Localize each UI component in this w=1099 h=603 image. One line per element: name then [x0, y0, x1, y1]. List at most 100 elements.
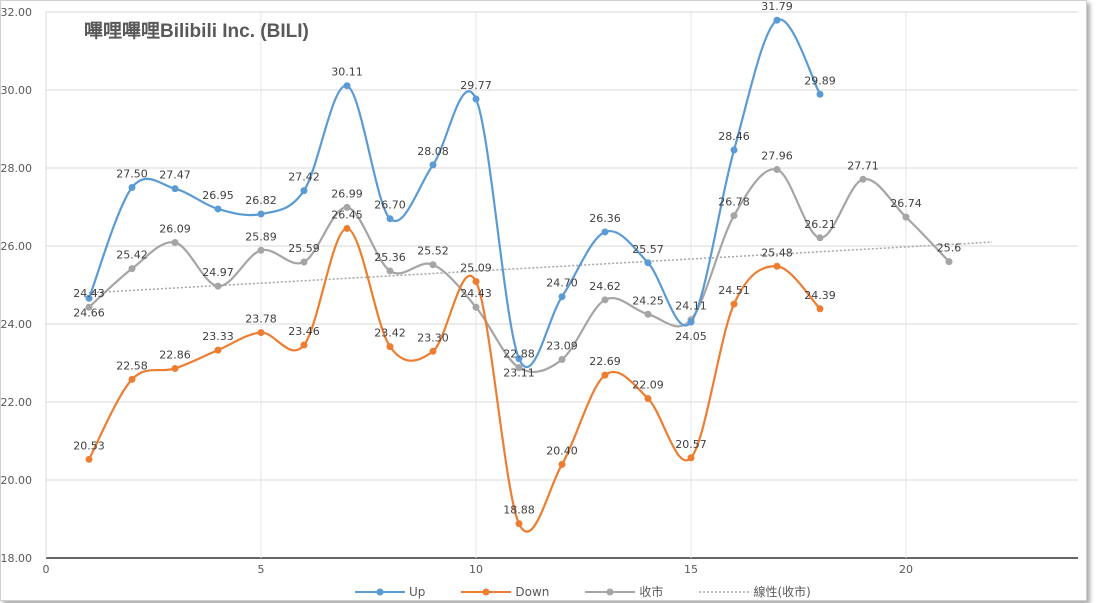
x-tick-label: 15 — [684, 563, 698, 576]
y-tick-label: 18.00 — [1, 552, 33, 565]
data-label: 27.42 — [288, 171, 320, 184]
data-label: 26.82 — [245, 194, 277, 207]
x-tick-label: 20 — [899, 563, 913, 576]
legend-label: 收市 — [639, 585, 664, 599]
data-point — [902, 213, 910, 221]
data-label: 22.88 — [503, 348, 535, 361]
data-point — [859, 175, 867, 183]
data-label: 30.11 — [331, 66, 363, 79]
data-point — [472, 95, 480, 103]
data-label: 25.48 — [761, 246, 793, 259]
data-label: 24.97 — [202, 266, 234, 279]
data-label: 24.66 — [73, 306, 105, 319]
data-label: 28.08 — [417, 145, 449, 158]
data-label: 26.09 — [159, 222, 191, 235]
data-label: 25.42 — [116, 249, 148, 262]
data-point — [773, 262, 781, 270]
data-point — [128, 265, 136, 273]
data-point — [386, 267, 394, 275]
data-label: 31.79 — [761, 0, 793, 13]
data-label: 29.77 — [460, 79, 492, 92]
data-label: 29.89 — [804, 74, 836, 87]
data-point — [429, 347, 437, 355]
data-point — [730, 212, 738, 220]
data-label: 26.99 — [331, 187, 363, 200]
data-point — [730, 146, 738, 154]
data-label: 25.59 — [288, 242, 320, 255]
data-label: 24.39 — [804, 289, 836, 302]
legend-item-trendline[interactable]: 線性(收市) — [699, 583, 811, 600]
data-label: 23.09 — [546, 339, 578, 352]
data-point — [945, 258, 953, 266]
data-label: 26.95 — [202, 189, 234, 202]
data-label: 24.05 — [675, 330, 707, 343]
data-label: 26.36 — [589, 212, 621, 225]
series-line-0 — [87, 18, 821, 369]
data-point — [85, 303, 93, 311]
legend-item-up[interactable]: Up — [355, 583, 425, 600]
data-label: 25.52 — [417, 245, 449, 258]
data-label: 28.46 — [718, 130, 750, 143]
legend-label: 線性(收市) — [753, 585, 811, 599]
data-label: 22.86 — [159, 348, 191, 361]
data-point — [687, 454, 695, 462]
data-point — [429, 161, 437, 169]
data-label: 26.21 — [804, 218, 836, 231]
data-point — [558, 460, 566, 468]
data-point — [214, 282, 222, 290]
x-tick-label: 5 — [258, 563, 265, 576]
data-label: 23.11 — [503, 367, 535, 380]
data-point — [343, 203, 351, 211]
data-label: 26.45 — [331, 208, 363, 221]
data-label: 25.09 — [460, 261, 492, 274]
legend-item-down[interactable]: Down — [461, 583, 549, 600]
data-label: 22.09 — [632, 378, 664, 391]
data-point — [257, 329, 265, 337]
data-label: 27.96 — [761, 150, 793, 163]
y-tick-label: 22.00 — [1, 396, 33, 409]
data-point — [257, 246, 265, 254]
data-label: 25.6 — [937, 242, 962, 255]
data-point — [644, 259, 652, 267]
data-point — [558, 293, 566, 301]
data-point — [644, 310, 652, 318]
data-point — [773, 16, 781, 24]
data-label: 24.51 — [718, 284, 750, 297]
y-tick-label: 24.00 — [1, 318, 33, 331]
data-point — [816, 234, 824, 242]
data-point — [386, 215, 394, 223]
data-label: 22.58 — [116, 359, 148, 372]
data-point — [171, 238, 179, 246]
data-label: 22.69 — [589, 355, 621, 368]
data-label: 24.70 — [546, 277, 578, 290]
x-tick-label: 10 — [469, 563, 483, 576]
data-label: 20.53 — [73, 439, 105, 452]
data-label: 24.25 — [632, 294, 664, 307]
data-label: 26.70 — [374, 199, 406, 212]
data-point — [472, 303, 480, 311]
data-point — [515, 520, 523, 528]
data-label: 18.88 — [503, 504, 535, 517]
data-point — [214, 205, 222, 213]
legend-label: Up — [409, 584, 426, 599]
data-point — [472, 277, 480, 285]
legend: Up Down 收市 線性(收市) — [355, 583, 811, 600]
data-point — [515, 364, 523, 372]
chart-title: 嗶哩嗶哩Bilibili Inc. (BILI) — [84, 21, 309, 42]
data-point — [515, 355, 523, 363]
data-label: 23.33 — [202, 330, 234, 343]
data-point — [128, 184, 136, 191]
y-tick-label: 20.00 — [1, 474, 33, 487]
legend-item-close[interactable]: 收市 — [585, 583, 663, 600]
data-point — [601, 228, 609, 236]
data-point — [601, 371, 609, 379]
data-label: 26.74 — [890, 197, 922, 210]
data-label: 20.57 — [675, 438, 707, 451]
data-point — [214, 346, 222, 354]
y-tick-label: 30.00 — [1, 84, 33, 97]
data-point — [300, 187, 308, 195]
data-point — [730, 300, 738, 308]
data-point — [816, 90, 824, 98]
data-label: 20.40 — [546, 444, 578, 457]
